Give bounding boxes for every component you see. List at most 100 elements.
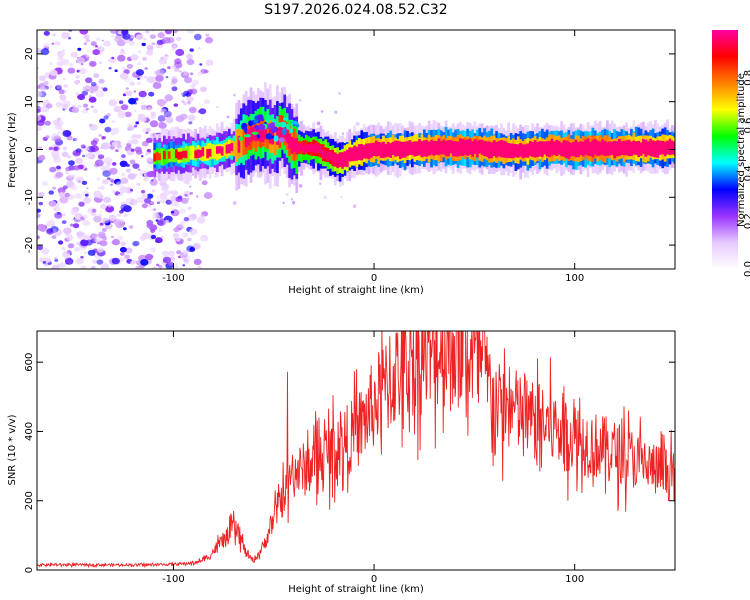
noise-blob bbox=[99, 61, 103, 64]
spectrogram-xtick-label: -100 bbox=[162, 273, 185, 284]
noise-blob bbox=[146, 44, 154, 50]
colorbar-tick-label: 0.8 bbox=[743, 70, 750, 86]
noise-blob bbox=[189, 247, 193, 251]
noise-blob bbox=[119, 50, 126, 55]
ridge-cell bbox=[413, 146, 417, 154]
noise-blob bbox=[198, 47, 201, 50]
noise-blob bbox=[77, 104, 82, 109]
noise-blob bbox=[205, 59, 214, 66]
ridge-cell bbox=[418, 145, 421, 154]
noise-blob bbox=[104, 126, 112, 133]
noise-blob bbox=[170, 34, 174, 37]
noise-blob bbox=[111, 35, 114, 38]
noise-blob bbox=[97, 247, 104, 253]
ridge-cell bbox=[350, 148, 354, 158]
noise-blob bbox=[136, 81, 141, 86]
ridge-cell bbox=[408, 144, 412, 154]
noise-blob bbox=[57, 126, 62, 130]
ridge-blob bbox=[263, 113, 267, 120]
noise-blob bbox=[55, 101, 63, 108]
noise-blob bbox=[42, 261, 47, 264]
noise-blob bbox=[174, 58, 182, 65]
noise-blob bbox=[163, 110, 172, 118]
noise-blob bbox=[58, 89, 65, 95]
noise-blob bbox=[191, 79, 199, 86]
noise-blob bbox=[118, 193, 121, 196]
noise-blob bbox=[140, 155, 144, 158]
noise-blob bbox=[60, 128, 65, 132]
noise-blob bbox=[171, 86, 178, 92]
noise-blob bbox=[55, 41, 61, 46]
noise-blob bbox=[111, 127, 120, 135]
noise-blob bbox=[78, 68, 87, 75]
ridge-cell bbox=[608, 145, 612, 153]
noise-blob bbox=[111, 56, 115, 60]
noise-blob bbox=[62, 130, 72, 137]
spectrogram-ytick-label: 0 bbox=[24, 146, 35, 152]
ridge-cell bbox=[432, 143, 436, 153]
noise-blob bbox=[168, 261, 174, 266]
noise-blob bbox=[124, 254, 130, 260]
noise-blob bbox=[77, 94, 86, 101]
noise-blob bbox=[189, 48, 194, 52]
ridge-cell bbox=[384, 146, 388, 155]
ridge-cell bbox=[577, 145, 580, 154]
colorbar-tick-label: 0.4 bbox=[743, 165, 750, 181]
ridge-cell bbox=[658, 143, 662, 151]
noise-blob bbox=[57, 187, 66, 194]
noise-blob bbox=[90, 211, 97, 216]
ridge-cell bbox=[502, 147, 506, 156]
ridge-cell bbox=[613, 143, 616, 152]
ridge-blob bbox=[282, 128, 287, 136]
noise-blob bbox=[118, 257, 125, 262]
ridge-cell bbox=[555, 143, 559, 153]
noise-blob bbox=[56, 120, 64, 126]
noise-blob bbox=[150, 76, 156, 81]
noise-blob bbox=[80, 265, 87, 269]
noise-blob bbox=[133, 90, 137, 93]
ridge-cell bbox=[309, 144, 313, 153]
ridge-cell bbox=[473, 144, 477, 152]
ridge-cell bbox=[553, 144, 556, 152]
noise-blob bbox=[164, 220, 169, 224]
noise-blob bbox=[146, 157, 153, 162]
noise-speck bbox=[298, 184, 303, 188]
ridge-cell bbox=[338, 156, 342, 165]
ridge-cell bbox=[374, 145, 378, 153]
ridge-cell bbox=[406, 144, 409, 154]
noise-blob bbox=[56, 85, 62, 90]
noise-speck bbox=[216, 106, 219, 109]
ridge-cell bbox=[237, 135, 241, 153]
noise-blob bbox=[186, 58, 195, 66]
noise-speck bbox=[298, 98, 302, 102]
noise-blob bbox=[53, 146, 59, 151]
noise-blob bbox=[177, 195, 183, 200]
noise-speck bbox=[232, 201, 237, 205]
noise-blob bbox=[78, 180, 81, 183]
noise-blob bbox=[76, 57, 85, 64]
noise-blob bbox=[146, 148, 151, 153]
snr-xlabel: Height of straight line (km) bbox=[288, 584, 424, 595]
noise-blob bbox=[57, 131, 61, 134]
noise-blob bbox=[109, 178, 115, 183]
noise-blob bbox=[99, 240, 108, 247]
ridge-cell bbox=[425, 144, 429, 154]
noise-blob bbox=[42, 180, 49, 186]
ridge-cell bbox=[439, 142, 443, 152]
noise-blob bbox=[121, 154, 126, 158]
noise-blob bbox=[100, 165, 106, 170]
noise-speck bbox=[187, 197, 190, 200]
noise-blob bbox=[78, 231, 86, 238]
noise-speck bbox=[323, 195, 327, 200]
noise-blob bbox=[140, 104, 148, 111]
noise-blob bbox=[75, 257, 84, 265]
noise-blob bbox=[123, 213, 128, 218]
noise-blob bbox=[53, 206, 60, 212]
noise-blob bbox=[175, 36, 182, 42]
noise-speck bbox=[316, 121, 321, 126]
noise-blob bbox=[150, 114, 156, 119]
noise-blob bbox=[151, 42, 156, 46]
noise-blob bbox=[164, 54, 168, 57]
noise-blob bbox=[95, 37, 101, 41]
noise-blob bbox=[192, 242, 201, 250]
